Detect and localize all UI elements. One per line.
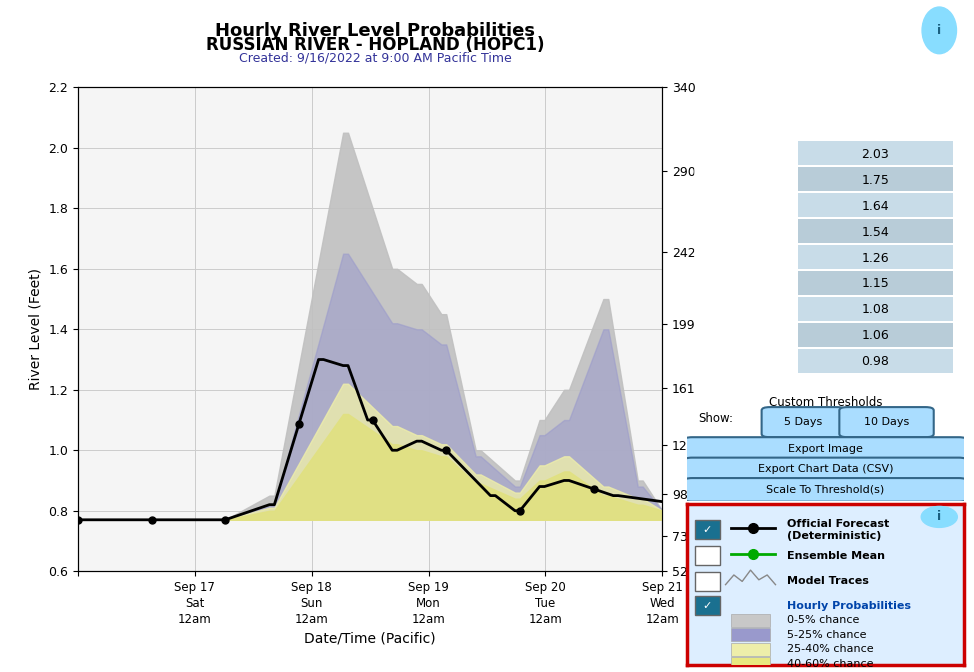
Bar [798,167,954,192]
Text: 90%: 90% [757,303,787,317]
Text: i: i [937,24,941,37]
Text: Max: Max [758,148,787,161]
Text: 1.08: 1.08 [861,303,889,317]
Text: Min: Min [762,355,787,368]
Text: Hourly River Level Probabilities: Hourly River Level Probabilities [215,22,535,40]
Text: 1.15: 1.15 [862,278,889,290]
Bar [798,323,954,347]
Text: 0-5% chance: 0-5% chance [787,615,859,625]
Text: 0.98: 0.98 [861,355,889,368]
Text: 1.75: 1.75 [861,174,889,187]
Bar [731,628,769,641]
Text: Custom Thresholds: Custom Thresholds [768,396,882,409]
Bar [731,614,769,626]
FancyBboxPatch shape [684,458,967,481]
Text: 40-60% chance: 40-60% chance [787,659,873,669]
X-axis label: Date/Time (Pacific): Date/Time (Pacific) [304,632,436,646]
FancyBboxPatch shape [695,138,955,378]
Bar [731,642,769,656]
Text: Hourly Probabilities: Hourly Probabilities [787,601,911,611]
Bar [798,219,954,243]
Text: 75%: 75% [757,278,787,290]
Text: 5 Days: 5 Days [784,417,822,427]
Bar [695,546,720,565]
Text: 1.54: 1.54 [862,226,889,239]
Text: Official Forecast
(Deterministic): Official Forecast (Deterministic) [787,519,889,541]
Bar [798,271,954,295]
Text: RUSSIAN RIVER - HOPLAND (HOPC1): RUSSIAN RIVER - HOPLAND (HOPC1) [206,36,544,54]
FancyBboxPatch shape [684,478,967,502]
Text: Chance of River Level
Exceedance (Feet): Chance of River Level Exceedance (Feet) [732,23,884,53]
Bar [798,194,954,217]
Text: i: i [937,511,941,523]
Bar [731,657,769,670]
Bar [695,572,720,591]
Text: ✓: ✓ [703,601,712,611]
Bar [798,349,954,373]
FancyBboxPatch shape [684,437,967,461]
Text: 5-25% chance: 5-25% chance [787,630,866,640]
Text: 10%: 10% [757,200,787,213]
Text: Export Image: Export Image [788,444,863,454]
Text: Scale To Threshold(s): Scale To Threshold(s) [767,485,884,495]
Text: Show:: Show: [697,413,732,425]
Text: Ensemble Mean: Ensemble Mean [787,550,884,560]
Y-axis label: River Level (Feet): River Level (Feet) [28,268,43,390]
Text: 10 Days: 10 Days [864,417,909,427]
Text: 1.06: 1.06 [862,329,889,342]
Text: 95%: 95% [757,329,787,342]
Text: 2.03: 2.03 [862,148,889,161]
Text: Forecast Period:
09/16/2022 5 am - 09/21/2022 5 am: Forecast Period: 09/16/2022 5 am - 09/21… [710,68,908,91]
Text: Created: 9/16/2022 at 9:00 AM Pacific Time: Created: 9/16/2022 at 9:00 AM Pacific Ti… [239,51,511,64]
Text: 25%: 25% [757,226,787,239]
Circle shape [922,7,956,54]
Circle shape [921,507,957,528]
Text: 1.64: 1.64 [862,200,889,213]
Text: 25-40% chance: 25-40% chance [787,644,874,654]
Text: 5%: 5% [766,174,787,187]
Text: 1.26: 1.26 [862,251,889,265]
FancyBboxPatch shape [840,407,934,437]
FancyBboxPatch shape [762,407,844,437]
Y-axis label: Flow (CFS): Flow (CFS) [702,292,717,366]
Bar [798,297,954,321]
Bar [695,596,720,616]
Text: 50%: 50% [757,251,787,265]
Text: Export Chart Data (CSV): Export Chart Data (CSV) [758,464,893,474]
Bar [798,141,954,165]
Text: ✓: ✓ [703,525,712,535]
Text: Model Traces: Model Traces [787,577,869,587]
Bar [695,520,720,540]
Bar [798,245,954,269]
